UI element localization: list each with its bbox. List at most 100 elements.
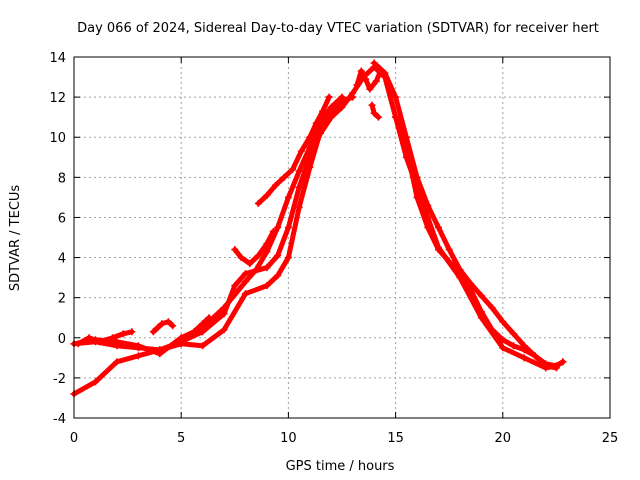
data-point <box>274 223 282 231</box>
series-trace <box>393 114 559 371</box>
data-point <box>349 93 357 101</box>
data-point <box>263 240 271 248</box>
data-point <box>488 304 496 312</box>
data-point <box>325 93 333 101</box>
data-point <box>413 193 421 201</box>
data-point <box>445 246 453 254</box>
series-trace <box>232 228 276 267</box>
data-point <box>231 282 239 290</box>
data-point <box>370 59 378 67</box>
data-point <box>477 308 485 316</box>
data-point <box>220 304 228 312</box>
data-point <box>456 270 464 278</box>
data-point <box>510 342 518 350</box>
data-point <box>96 338 104 346</box>
data-point <box>488 326 496 334</box>
series-trace <box>371 60 566 369</box>
y-tick-label: 10 <box>49 131 66 146</box>
series-segment-c <box>149 318 177 336</box>
data-point <box>113 358 121 366</box>
data-point <box>263 191 271 199</box>
data-point <box>372 77 380 85</box>
data-point <box>156 350 164 358</box>
data-point <box>231 246 239 254</box>
data-point <box>242 278 250 286</box>
series-segment-b <box>181 314 213 342</box>
series-segment-e <box>231 227 277 268</box>
data-point <box>274 272 282 280</box>
data-point <box>263 248 271 256</box>
data-point <box>246 260 254 268</box>
data-point <box>205 314 213 322</box>
data-layer <box>70 59 567 398</box>
data-point <box>312 119 320 127</box>
series-track-4 <box>370 59 567 370</box>
data-point <box>510 330 518 338</box>
data-point <box>113 338 121 346</box>
y-axis-label: SDTVAR / TECUs <box>8 185 23 292</box>
series-segment-f <box>353 67 385 93</box>
data-point <box>306 163 314 171</box>
y-tick-label: 12 <box>49 91 66 106</box>
data-point <box>368 101 376 109</box>
data-point <box>91 378 99 386</box>
y-tick-label: -2 <box>53 372 66 387</box>
data-point <box>190 328 198 336</box>
x-axis-label: GPS time / hours <box>286 459 395 474</box>
data-point <box>237 254 245 262</box>
data-point <box>434 223 442 231</box>
data-point <box>327 103 335 111</box>
y-tick-label: 6 <box>58 211 66 226</box>
data-point <box>242 270 250 278</box>
data-point <box>319 107 327 115</box>
data-point <box>338 93 346 101</box>
data-point <box>199 342 207 350</box>
data-point <box>374 113 382 121</box>
y-tick-label: 2 <box>58 292 66 307</box>
data-point <box>370 109 378 117</box>
data-point <box>284 254 292 262</box>
data-point <box>338 103 346 111</box>
data-point <box>263 282 271 290</box>
data-point <box>134 342 142 350</box>
data-point <box>520 354 528 362</box>
data-point <box>499 344 507 352</box>
data-point <box>109 334 117 342</box>
data-point <box>357 67 365 75</box>
data-point <box>434 246 442 254</box>
data-point <box>306 133 314 141</box>
data-point <box>531 352 539 360</box>
data-point <box>149 328 157 336</box>
data-point <box>499 318 507 326</box>
data-point <box>158 320 166 328</box>
plot-frame <box>73 56 611 419</box>
data-point <box>542 362 550 370</box>
data-point <box>254 199 262 207</box>
data-point <box>269 227 277 235</box>
data-point <box>254 252 262 260</box>
data-point <box>295 183 303 191</box>
data-point <box>289 165 297 173</box>
data-point <box>402 143 410 151</box>
data-point <box>252 266 260 274</box>
y-tick-label: 4 <box>58 252 66 267</box>
data-point <box>199 320 207 328</box>
data-point <box>295 167 303 175</box>
y-tick-label: 14 <box>49 51 66 66</box>
data-point <box>520 346 528 354</box>
data-point <box>445 258 453 266</box>
data-point <box>169 322 177 330</box>
data-point <box>499 336 507 344</box>
x-tick-label: 25 <box>602 431 619 446</box>
data-point <box>128 328 136 336</box>
data-point <box>154 324 162 332</box>
series-segment-g <box>368 101 382 121</box>
data-point <box>263 264 271 272</box>
grid <box>74 57 610 418</box>
data-point <box>381 69 389 77</box>
series-trace <box>92 94 345 357</box>
series-trace <box>71 64 566 397</box>
data-point <box>366 85 374 93</box>
x-axis: 0 5 10 15 20 25 <box>70 57 618 446</box>
series-track-3 <box>91 93 346 358</box>
